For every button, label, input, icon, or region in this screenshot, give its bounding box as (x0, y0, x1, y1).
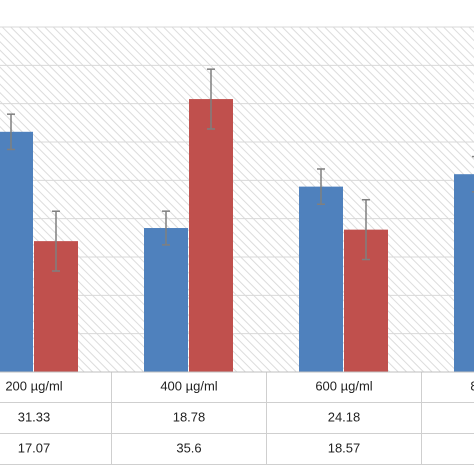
plot-area (0, 27, 474, 372)
bar (144, 228, 188, 372)
x-tick-label: 200 µg/ml (5, 378, 62, 393)
table-value: 18.57 (328, 440, 361, 455)
table-value: 31.33 (18, 409, 51, 424)
bar (189, 99, 233, 373)
x-tick-label: 800 µg/ml (470, 378, 474, 393)
table-value: 17.07 (18, 440, 51, 455)
data-table (0, 402, 474, 465)
bar (454, 174, 474, 372)
table-value: 24.18 (328, 409, 361, 424)
x-tick-label: 400 µg/ml (160, 378, 217, 393)
bar (0, 131, 33, 372)
table-value: 35.6 (176, 440, 201, 455)
bar (299, 186, 343, 372)
table-value: 18.78 (173, 409, 206, 424)
x-tick-label: 600 µg/ml (315, 378, 372, 393)
